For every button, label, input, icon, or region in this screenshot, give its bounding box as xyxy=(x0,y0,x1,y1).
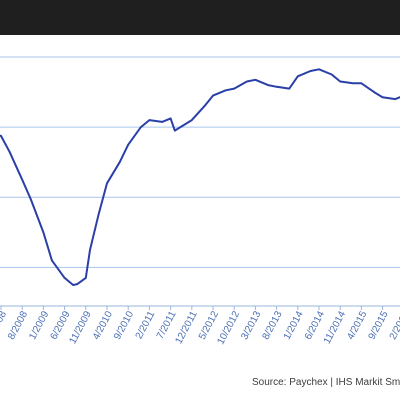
x-tick-label: 2/2016 xyxy=(388,309,400,342)
data-point xyxy=(233,87,235,90)
data-point xyxy=(106,182,108,185)
data-point xyxy=(63,277,66,279)
data-point xyxy=(148,119,151,121)
data-point xyxy=(89,249,91,251)
data-point xyxy=(127,143,129,146)
top-dark-bar xyxy=(0,0,400,35)
data-point xyxy=(339,80,342,83)
grid-lines xyxy=(0,56,400,268)
data-point xyxy=(72,284,74,286)
data-point xyxy=(42,231,45,234)
data-point xyxy=(212,94,214,97)
data-point xyxy=(275,86,278,88)
data-point xyxy=(254,79,257,81)
series-layer xyxy=(0,68,400,286)
data-point xyxy=(381,96,384,99)
data-point xyxy=(394,98,397,100)
data-point xyxy=(174,129,176,132)
data-point xyxy=(352,82,354,85)
data-point xyxy=(330,73,333,76)
data-point xyxy=(0,135,2,137)
data-point xyxy=(246,80,248,83)
data-point xyxy=(373,91,375,93)
data-point xyxy=(21,178,24,181)
line-chart: 3/20088/20081/20096/200911/20094/20109/2… xyxy=(0,56,400,347)
data-point xyxy=(297,75,299,78)
data-point xyxy=(309,70,312,72)
data-point xyxy=(224,89,227,92)
data-point xyxy=(85,277,87,279)
data-point xyxy=(97,214,100,216)
data-point xyxy=(169,117,172,120)
data-point xyxy=(267,84,269,86)
data-point xyxy=(51,259,53,262)
data-point xyxy=(318,68,320,71)
plot-area xyxy=(0,57,400,307)
data-point xyxy=(191,119,193,121)
data-point xyxy=(8,150,11,153)
data-point xyxy=(76,283,79,285)
data-point xyxy=(140,126,142,128)
data-point xyxy=(29,198,32,200)
data-point xyxy=(161,121,163,123)
x-tick-label: 9/2010 xyxy=(112,309,136,342)
data-point xyxy=(203,105,206,107)
source-caption: Source: Paychex | IHS Markit Sm xyxy=(252,377,400,388)
data-point xyxy=(288,87,291,90)
data-point xyxy=(118,161,121,163)
data-point xyxy=(360,82,363,85)
x-tick-labels: 3/20088/20081/20096/200911/20094/20109/2… xyxy=(0,306,400,347)
